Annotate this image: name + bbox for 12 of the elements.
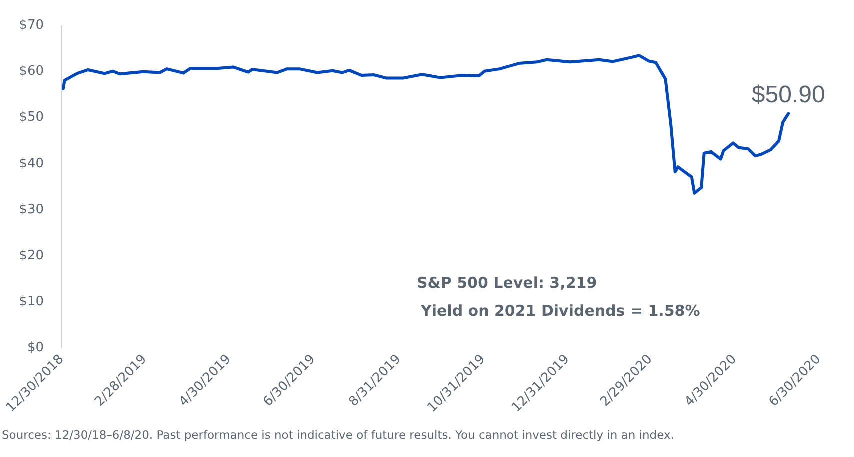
y-tick-label: $10 <box>19 294 44 310</box>
source-note: Sources: 12/30/18–6/8/20. Past performance is not indicative of future results. You cannot invest directly in an index. <box>2 428 674 442</box>
y-tick-label: $20 <box>19 248 44 264</box>
y-tick-label: $70 <box>19 18 44 34</box>
y-tick-label: $30 <box>19 202 44 218</box>
y-tick-label: $40 <box>19 156 44 172</box>
y-tick-label: $0 <box>27 340 44 356</box>
annotation: Yield on 2021 Dividends = 1.58% <box>420 302 700 320</box>
y-tick-label: $50 <box>19 110 44 126</box>
y-tick-label: $60 <box>19 64 44 80</box>
annotation: $50.90 <box>752 81 826 108</box>
annotation: S&P 500 Level: 3,219 <box>417 274 598 292</box>
